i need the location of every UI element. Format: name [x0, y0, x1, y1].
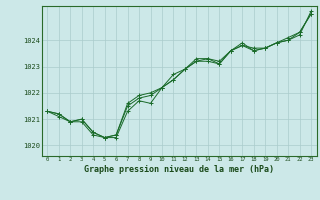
X-axis label: Graphe pression niveau de la mer (hPa): Graphe pression niveau de la mer (hPa): [84, 165, 274, 174]
